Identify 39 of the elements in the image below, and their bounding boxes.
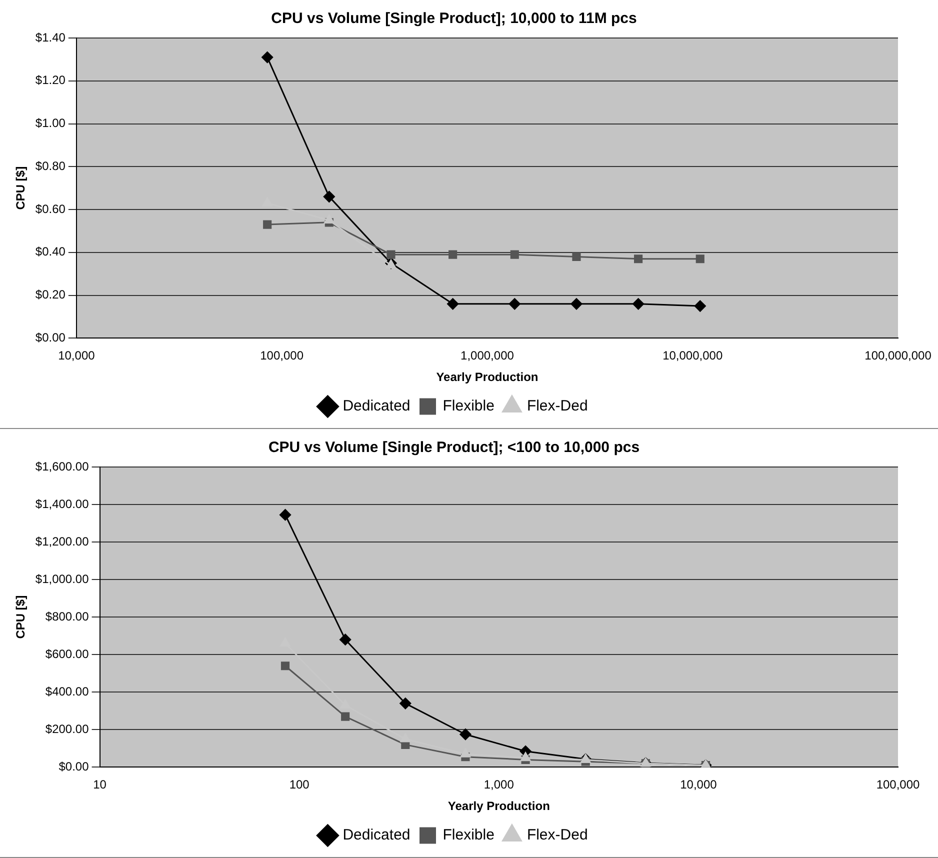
- y-tick-label: $0.40: [35, 244, 66, 259]
- chart-title: CPU vs Volume [Single Product]; 10,000 to 11M pcs: [271, 10, 637, 28]
- x-tick-label: 10,000,000: [662, 348, 723, 363]
- y-tick-label: $0.60: [35, 202, 66, 216]
- y-tick-label: $600.00: [45, 646, 90, 661]
- y-tick-label: $800.00: [45, 609, 90, 624]
- x-tick-label: 100,000: [260, 348, 304, 363]
- y-tick-label: $1,400.00: [35, 496, 90, 511]
- y-tick-label: $0.20: [35, 288, 66, 302]
- legend-label: Dedicated: [342, 826, 410, 844]
- x-tick-label: 1,000,000: [460, 348, 514, 363]
- y-axis-title: CPU [$]: [14, 595, 28, 639]
- x-tick-label: 10,000: [58, 348, 96, 363]
- legend-label: Dedicated: [342, 398, 410, 415]
- y-tick-label: $0.00: [58, 760, 90, 774]
- y-tick-label: $1.40: [35, 30, 66, 44]
- x-tick-label: 100,000: [876, 778, 920, 792]
- chart-title: CPU vs Volume [Single Product]; <100 to 10,000 pcs: [268, 439, 640, 456]
- y-tick-label: $1,200.00: [35, 534, 90, 548]
- x-axis-title: Yearly Production: [448, 799, 550, 814]
- y-tick-label: $1.00: [35, 116, 66, 130]
- x-tick-label: 1,000: [484, 778, 514, 792]
- x-tick-label: 10: [93, 778, 107, 792]
- legend-label: Flex-Ded: [526, 826, 588, 844]
- y-tick-label: $1.20: [35, 73, 66, 88]
- y-tick-label: $1,000.00: [35, 572, 90, 586]
- y-tick-label: $400.00: [45, 684, 90, 698]
- y-axis-title: CPU [$]: [14, 166, 28, 210]
- x-tick-label: 100,000,000: [864, 348, 932, 363]
- y-tick-label: $0.00: [35, 330, 66, 345]
- legend-label: Flexible: [442, 398, 494, 415]
- x-axis-title: Yearly Production: [436, 370, 538, 384]
- x-tick-label: 10,000: [680, 778, 718, 792]
- x-tick-label: 100: [289, 778, 310, 792]
- legend-label: Flex-Ded: [526, 398, 588, 415]
- y-tick-label: $1,600.00: [35, 459, 90, 474]
- legend-label: Flexible: [442, 826, 494, 844]
- y-tick-label: $0.80: [35, 158, 66, 173]
- y-tick-label: $200.00: [45, 722, 90, 736]
